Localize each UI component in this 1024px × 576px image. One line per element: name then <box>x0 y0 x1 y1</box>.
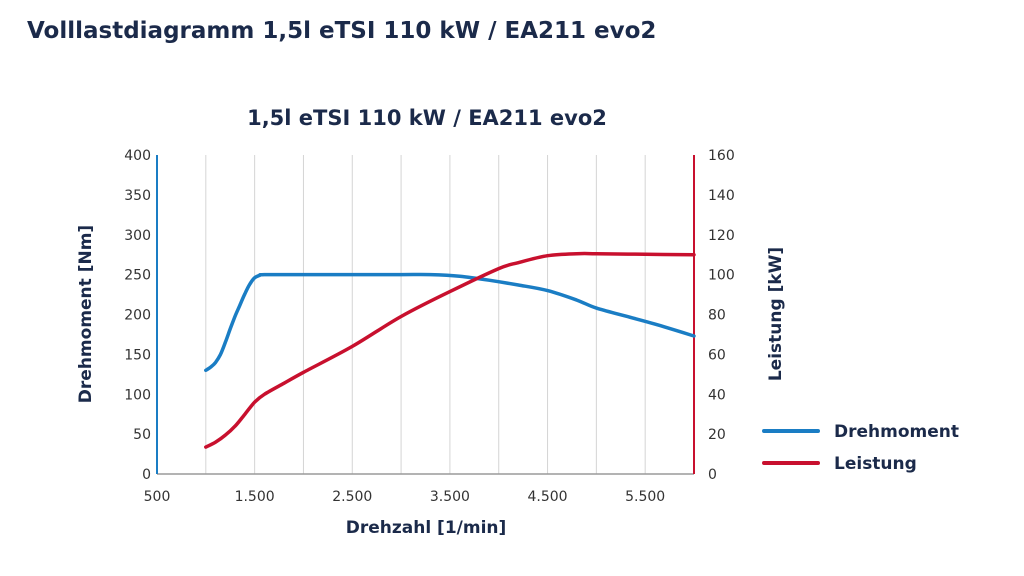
x-tick-label: 1.500 <box>235 489 275 505</box>
y-right-tick-label: 0 <box>708 467 717 483</box>
y-right-tick-label: 120 <box>708 228 735 244</box>
y-left-tick-label: 350 <box>124 188 151 204</box>
y-left-tick-label: 0 <box>142 467 151 483</box>
y-left-tick-label: 200 <box>124 308 151 324</box>
chart-title: 1,5l eTSI 110 kW / EA211 evo2 <box>247 106 607 130</box>
x-tick-label: 4.500 <box>527 489 567 505</box>
series-lines <box>204 251 696 449</box>
y-right-tick-label: 140 <box>708 188 735 204</box>
x-tick-label: 2.500 <box>332 489 372 505</box>
series-line-leistung <box>204 251 696 449</box>
y-right-tick-label: 40 <box>708 387 726 403</box>
y-right-tick-label: 160 <box>708 148 735 164</box>
x-tick-label: 5.500 <box>625 489 665 505</box>
y-left-tick-label: 50 <box>133 427 151 443</box>
y-left-tick-label: 400 <box>124 148 151 164</box>
y-right-tick-label: 60 <box>708 347 726 363</box>
axes <box>156 155 695 475</box>
legend-label-drehmoment: Drehmoment <box>834 422 959 442</box>
x-tick-label: 500 <box>144 489 171 505</box>
tick-labels: 500 1.500 2.500 3.500 4.500 5.500050100150200… <box>124 148 734 505</box>
y-left-tick-label: 150 <box>124 347 151 363</box>
x-axis-title: Drehzahl [1/min] <box>346 518 507 538</box>
y-right-tick-label: 80 <box>708 308 726 324</box>
y-left-tick-label: 250 <box>124 268 151 284</box>
x-gridlines <box>205 155 646 474</box>
y-axis-left-title: Drehmoment [Nm] <box>76 225 96 403</box>
y-right-tick-label: 100 <box>708 268 735 284</box>
y-right-tick-label: 20 <box>708 427 726 443</box>
x-tick-label: 3.500 <box>430 489 470 505</box>
y-left-tick-label: 100 <box>124 387 151 403</box>
y-axis-right-title: Leistung [kW] <box>766 247 786 381</box>
legend-label-leistung: Leistung <box>834 454 917 474</box>
y-left-tick-label: 300 <box>124 228 151 244</box>
legend: Drehmoment Leistung <box>762 422 959 474</box>
series-line-drehmoment <box>204 272 696 373</box>
page-title: Volllastdiagramm 1,5l eTSI 110 kW / EA21… <box>27 18 657 44</box>
